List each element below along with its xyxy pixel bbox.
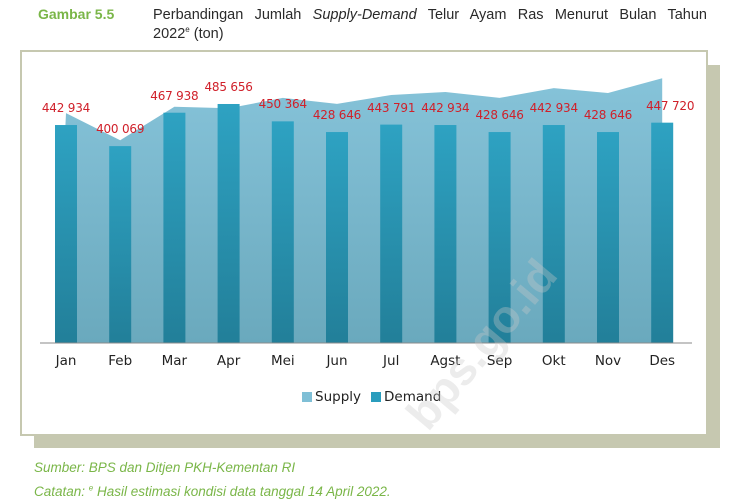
demand-bar-agst [434, 125, 457, 344]
value-label-jul: 443 791 [367, 100, 416, 115]
x-tick-nov: Nov [594, 353, 622, 369]
title-post: Telur Ayam Ras Menurut Bulan Tahun [416, 7, 707, 23]
demand-bar-mei [271, 121, 294, 344]
value-label-des: 447 720 [646, 98, 695, 113]
x-tick-mei: Mei [270, 353, 295, 369]
source-note: Sumber: BPS dan Ditjen PKH-Kementan RI [34, 460, 296, 475]
demand-bar-feb [109, 146, 132, 343]
legend-supply-label: Supply [315, 389, 362, 405]
x-tick-jan: Jan [55, 353, 77, 369]
title-year: 2022 [153, 26, 186, 42]
x-tick-okt: Okt [541, 353, 566, 369]
value-label-agst: 442 934 [421, 101, 470, 116]
value-label-sep: 428 646 [475, 108, 524, 123]
x-tick-jun: Jun [326, 353, 348, 369]
figure-title: Perbandingan Jumlah Supply-Demand Telur … [153, 6, 707, 44]
demand-bar-des [651, 122, 674, 344]
value-label-apr: 485 656 [204, 79, 253, 94]
value-label-okt: 442 934 [529, 101, 578, 116]
title-line2: 2022e (ton) [153, 25, 707, 44]
figure-label: Gambar 5.5 [38, 6, 115, 22]
legend: Supply Demand [302, 389, 451, 405]
value-label-nov: 428 646 [583, 108, 633, 123]
value-label-jan: 442 934 [41, 101, 91, 116]
title-sup: e [185, 25, 190, 35]
demand-bar-apr [217, 103, 240, 343]
value-label-jun: 428 646 [312, 108, 362, 123]
note-sup: e [88, 483, 94, 493]
value-label-mar: 467 938 [150, 88, 199, 103]
x-tick-mar: Mar [161, 353, 188, 369]
supply-swatch-icon [302, 392, 312, 402]
title-pre: Perbandingan Jumlah [153, 7, 313, 23]
value-label-feb: 400 069 [96, 122, 145, 137]
title-italic: Supply-Demand [312, 7, 417, 23]
demand-bars [55, 103, 674, 344]
legend-item-supply: Supply [302, 389, 361, 405]
title-unit: (ton) [189, 26, 224, 42]
demand-bar-nov [597, 132, 619, 343]
demand-bar-mar [163, 112, 186, 344]
catatan-note: Catatan: e Hasil estimasi kondisi data t… [34, 480, 391, 504]
x-tick-sep: Sep [486, 353, 513, 369]
legend-item-demand: Demand [371, 389, 441, 405]
legend-demand-label: Demand [384, 389, 442, 405]
demand-swatch-icon [371, 392, 382, 402]
note-prefix: Catatan: [34, 484, 89, 499]
x-tick-feb: Feb [108, 353, 133, 369]
figure-notes: Sumber: BPS dan Ditjen PKH-Kementan RI C… [34, 456, 391, 504]
demand-bar-okt [542, 125, 565, 344]
demand-bar-jul [380, 124, 403, 344]
demand-bar-jan [55, 125, 77, 344]
demand-bar-sep [488, 132, 511, 343]
x-axis-labels: Jan Feb Mar Apr Mei Jun Jul Agst Sep Okt Nov Des [0, 353, 750, 373]
x-tick-des: Des [649, 353, 676, 369]
note-text: Hasil estimasi kondisi data tanggal 14 A… [93, 484, 391, 499]
value-label-mei: 450 364 [258, 97, 307, 112]
x-tick-jul: Jul [383, 353, 400, 369]
x-tick-apr: Apr [216, 353, 241, 369]
demand-bar-jun [326, 132, 348, 343]
x-tick-agst: Agst [430, 353, 461, 369]
